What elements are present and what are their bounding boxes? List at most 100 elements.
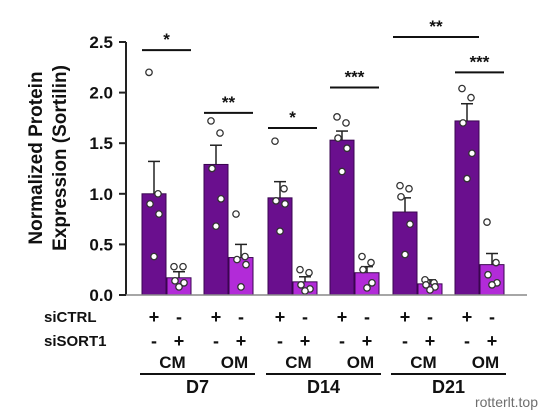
y-axis-title: Normalized Protein Expression (Sortilin) xyxy=(26,65,71,251)
data-point xyxy=(271,137,279,146)
data-point xyxy=(296,265,304,274)
data-point xyxy=(272,197,280,205)
data-point xyxy=(150,252,158,261)
significance-stars: *** xyxy=(345,68,365,87)
significance-stars: ** xyxy=(429,17,443,36)
group-label-om: OM xyxy=(221,353,248,372)
sign-sisort1: - xyxy=(277,331,283,351)
day-label-d21: D21 xyxy=(432,377,465,397)
y-tick-label: 0.0 xyxy=(89,286,113,305)
sign-sisort1: - xyxy=(151,331,157,351)
significance-stars: * xyxy=(163,30,170,49)
day-label-d7: D7 xyxy=(186,377,209,397)
data-point xyxy=(397,192,405,201)
data-point xyxy=(359,265,367,274)
data-point xyxy=(305,268,313,277)
sign-sisort1: - xyxy=(402,331,408,351)
group-label-cm: CM xyxy=(159,353,185,372)
data-point xyxy=(358,252,366,261)
sign-sictrl: + xyxy=(400,307,411,327)
data-point xyxy=(396,181,404,190)
significance-stars: *** xyxy=(470,52,490,71)
bar-D14-CM-siCTRL xyxy=(267,197,293,296)
sign-sisort1: + xyxy=(487,331,498,351)
sign-sictrl: - xyxy=(427,307,433,327)
error-bars xyxy=(148,102,498,284)
bar-D7-CM-siCTRL xyxy=(141,193,167,296)
y-tick-label: 2.5 xyxy=(89,33,113,52)
group-label-om: OM xyxy=(347,353,374,372)
sign-sisort1: + xyxy=(300,331,311,351)
data-point xyxy=(406,220,414,229)
data-point xyxy=(426,286,434,294)
sign-sisort1: + xyxy=(362,331,373,351)
y-axis: 0.0 0.5 1.0 1.5 2.0 2.5 xyxy=(89,33,127,305)
data-point xyxy=(280,184,288,193)
data-point xyxy=(468,149,476,158)
sign-sisort1: - xyxy=(464,331,470,351)
data-point xyxy=(207,117,215,125)
data-point xyxy=(145,68,153,77)
group-label-cm: CM xyxy=(410,353,436,372)
data-point xyxy=(333,113,341,121)
data-point xyxy=(467,93,475,102)
day-label-d14: D14 xyxy=(307,377,340,397)
data-point xyxy=(180,279,188,287)
data-point xyxy=(233,255,241,264)
significance-brackets: ************ xyxy=(142,17,504,130)
data-point xyxy=(216,129,224,137)
data-point xyxy=(334,134,342,142)
group-labels: CM OM CM OM CM OM D7 D14 D21 xyxy=(140,353,506,397)
row-label-sisort1: siSORT1 xyxy=(44,333,107,350)
y-tick-label: 0.5 xyxy=(89,235,113,254)
sign-sictrl: - xyxy=(364,307,370,327)
condition-table: siCTRL siSORT1 +--++--++--++--++--++--+ xyxy=(44,307,497,351)
sign-sictrl: - xyxy=(238,307,244,327)
data-point xyxy=(342,119,350,127)
significance-stars: ** xyxy=(222,93,236,112)
bar-D21-OM-siSORT1 xyxy=(479,264,505,296)
bars xyxy=(141,120,505,296)
significance-stars: * xyxy=(289,108,296,127)
sign-sictrl: - xyxy=(302,307,308,327)
watermark: rotterlt.top xyxy=(475,394,538,410)
data-point xyxy=(208,164,216,173)
data-point xyxy=(171,276,179,285)
data-point xyxy=(301,287,309,295)
y-tick-label: 2.0 xyxy=(89,84,113,103)
data-point xyxy=(146,200,154,208)
data-point xyxy=(217,195,225,203)
y-axis-title-line1: Normalized Protein xyxy=(26,71,47,244)
y-tick-label: 1.0 xyxy=(89,185,113,204)
data-point xyxy=(297,281,305,289)
row-label-sictrl: siCTRL xyxy=(44,309,97,326)
data-point xyxy=(237,283,245,291)
data-point xyxy=(276,227,284,236)
data-point xyxy=(368,279,376,287)
data-point xyxy=(422,281,430,289)
data-point xyxy=(463,174,471,183)
data-point xyxy=(155,210,163,218)
data-point xyxy=(343,144,351,153)
sign-sisort1: + xyxy=(174,331,185,351)
data-point xyxy=(179,262,187,271)
sign-sisort1: - xyxy=(213,331,219,351)
data-point xyxy=(401,250,409,259)
data-point xyxy=(242,260,250,269)
sign-sictrl: + xyxy=(275,307,286,327)
data-point xyxy=(484,270,492,279)
data-point xyxy=(492,258,500,267)
y-axis-title-line2: Expression (Sortilin) xyxy=(50,65,71,251)
sign-sictrl: - xyxy=(489,307,495,327)
data-point xyxy=(459,119,467,127)
sign-sisort1: + xyxy=(236,331,247,351)
sign-sictrl: - xyxy=(176,307,182,327)
sign-sictrl: + xyxy=(337,307,348,327)
data-point xyxy=(405,184,413,193)
group-label-om: OM xyxy=(472,353,499,372)
data-point xyxy=(281,200,289,208)
bar-D21-OM-siCTRL xyxy=(454,120,480,296)
data-point xyxy=(154,189,162,198)
bar-D14-OM-siCTRL xyxy=(329,139,355,296)
